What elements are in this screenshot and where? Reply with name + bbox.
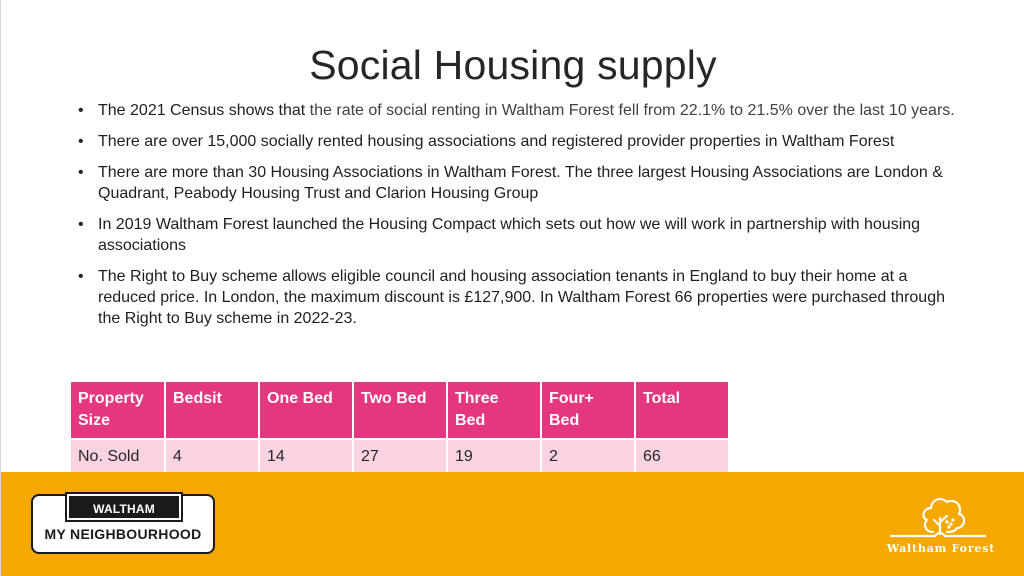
bullet-emphasis: The 2021 Census shows that [98, 102, 306, 119]
bullet-text: There are more than 30 Housing Associati… [98, 164, 943, 202]
table-cell: 2 [540, 438, 636, 474]
slide-title: Social Housing supply [309, 42, 717, 88]
logo-bottom-text: MY NEIGHBOURHOOD [44, 526, 202, 542]
bullet-dot: • [78, 216, 84, 233]
table-row: No. Sold 4 14 27 19 2 66 [71, 438, 730, 474]
table-header-cell: Property Size [71, 382, 166, 439]
tree-icon [889, 498, 987, 538]
bullet-list: • The 2021 Census shows that the rate of… [76, 100, 956, 339]
bullet-dot: • [78, 268, 84, 285]
bullet-text: There are over 15,000 socially rented ho… [98, 133, 895, 150]
table-header-cell: Bedsit [164, 382, 260, 439]
bullet-item: • There are over 15,000 socially rented … [76, 131, 956, 152]
bullet-dot: • [78, 133, 84, 150]
right-to-buy-table: Property Size Bedsit One Bed Two Bed Thr… [71, 382, 730, 474]
table-header-cell: One Bed [258, 382, 354, 439]
table-header-row: Property Size Bedsit One Bed Two Bed Thr… [71, 382, 730, 439]
my-neighbourhood-logo: WALTHAM FOREST MY NEIGHBOURHOOD [31, 492, 215, 554]
bullet-emphasis: The Right to Buy scheme [98, 268, 278, 285]
logo-caption: Waltham Forest [886, 542, 996, 555]
table-cell: 4 [164, 438, 260, 474]
table-cell: 14 [258, 438, 354, 474]
table-header-cell: Four+ Bed [540, 382, 636, 439]
waltham-forest-logo: Waltham Forest [885, 492, 997, 564]
table-cell: No. Sold [71, 438, 166, 474]
table-cell: 19 [446, 438, 542, 474]
bullet-item: • There are more than 30 Housing Associa… [76, 162, 956, 204]
bullet-dot: • [78, 164, 84, 181]
bullet-item: • The Right to Buy scheme allows eligibl… [76, 266, 956, 329]
bullet-item: • The 2021 Census shows that the rate of… [76, 100, 956, 121]
bullet-item: • In 2019 Waltham Forest launched the Ho… [76, 214, 956, 256]
table-cell: 66 [634, 438, 730, 474]
bullet-text: allows eligible council and housing asso… [98, 268, 945, 327]
footer-band: WALTHAM FOREST MY NEIGHBOURHOOD [1, 472, 1024, 576]
table-cell: 27 [352, 438, 448, 474]
bullet-dot: • [78, 102, 84, 119]
bullet-text: In 2019 Waltham Forest launched the Hous… [98, 216, 921, 254]
table-header-cell: Total [634, 382, 730, 439]
table-header-cell: Three Bed [446, 382, 542, 439]
logo-top-text: WALTHAM FOREST [65, 492, 183, 542]
bullet-text: the rate of social renting in Waltham Fo… [305, 102, 955, 119]
table-header-cell: Two Bed [352, 382, 448, 439]
